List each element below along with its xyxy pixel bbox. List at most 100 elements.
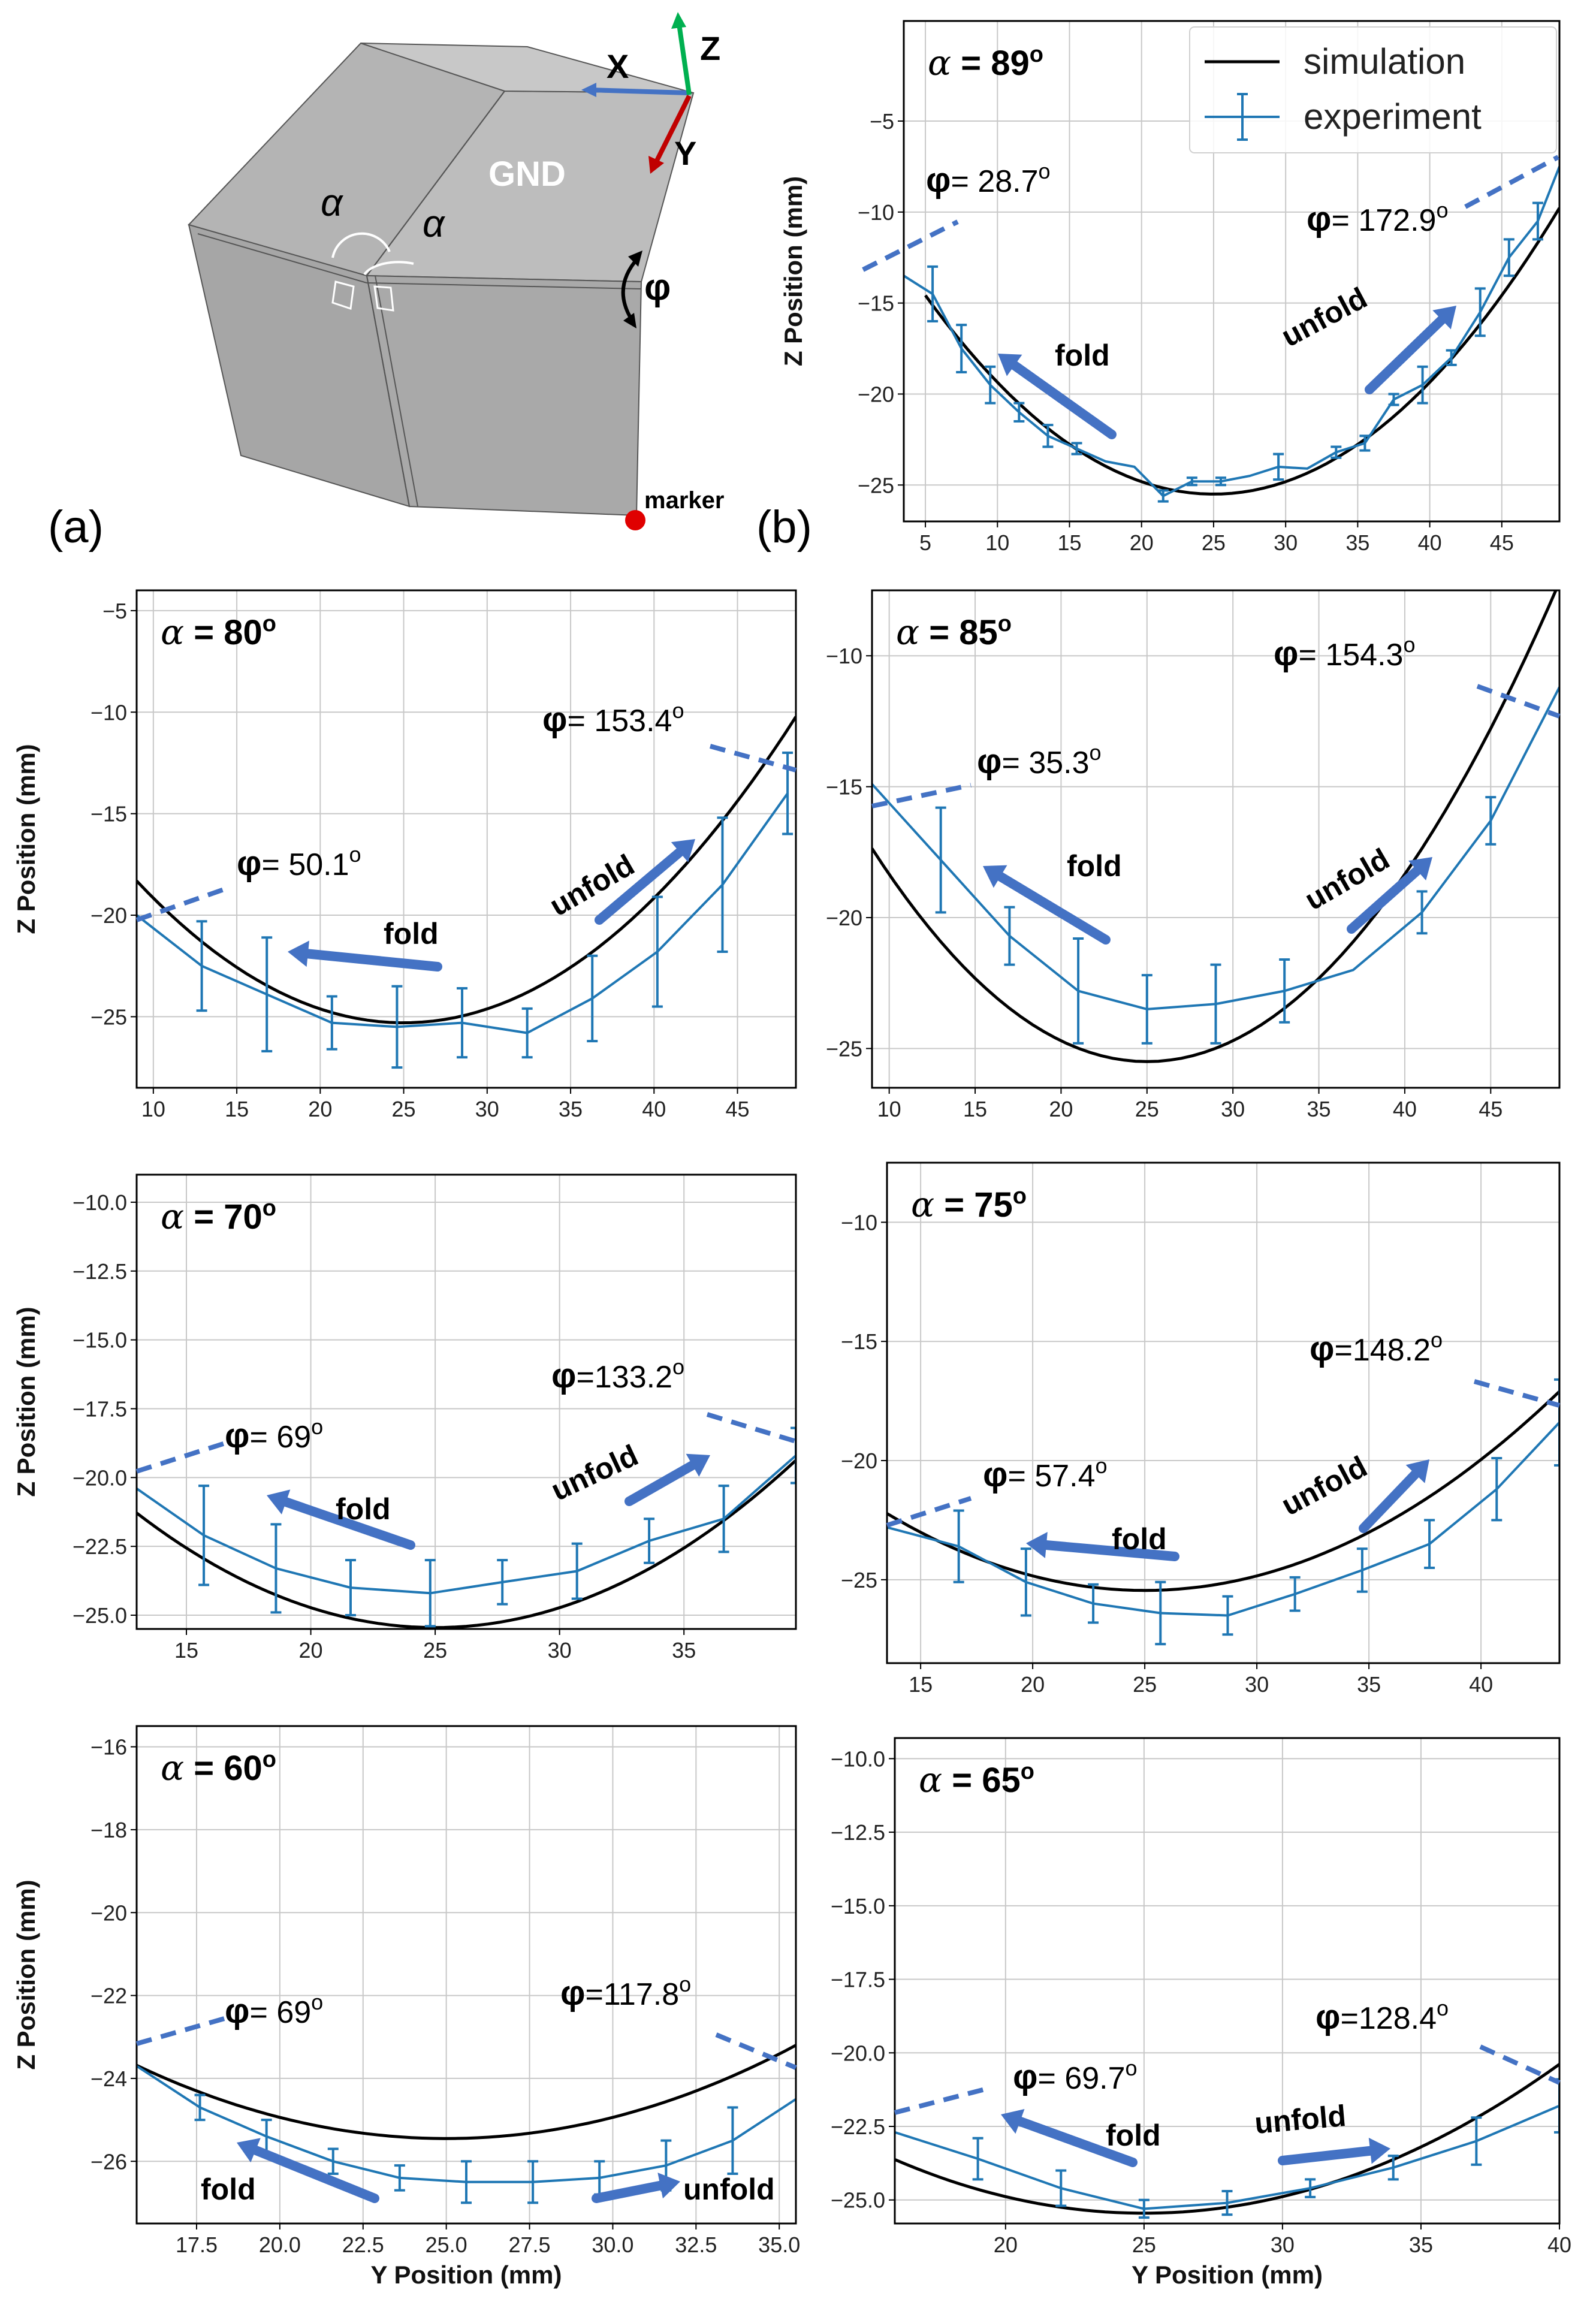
simulation-curve [872,590,1558,1063]
y-tick-label: −25.0 [73,1603,127,1628]
plot-frame [135,1725,797,2225]
fold-arrow-shaft [1009,360,1117,439]
plot-frame [894,1737,1561,2225]
gnd-face [360,43,694,93]
legend-simulation-label: simulation [1304,41,1465,82]
hinge-line-5 [366,282,642,289]
unfold-arrow-head [1432,306,1456,330]
x-tick-label: 35 [1357,1672,1381,1697]
legend-box [1189,26,1557,153]
y-tick-label: −5 [102,599,127,623]
hinge-line-4 [197,233,367,283]
y-tick-label: −15 [841,1329,877,1354]
x-tick-label: 27.5 [509,2232,551,2257]
phi-right-label: φ=128.4o [1316,1996,1449,2037]
x-tick-label: 25 [423,1638,447,1663]
panel-b-label: (b) [756,502,812,553]
right-angle-marker-left [331,280,355,310]
x-tick-label: 25 [1202,530,1226,555]
x-tick-label: 35 [1307,1097,1331,1121]
y-tick-label: −16 [90,1735,127,1760]
fold-label: fold [1055,339,1110,372]
x-tick-label: 20 [1130,530,1154,555]
x-tick-label: 22.5 [342,2232,384,2257]
phi-right-dashed-line [709,744,797,773]
phi-left-label: φ= 57.4o [983,1453,1108,1494]
y-axis-label: Z Position (mm) [779,176,807,366]
experiment-line [887,1422,1559,1617]
x-tick-label: 35 [1409,2232,1433,2257]
phi-right-dashed-line [1479,2044,1561,2085]
x-tick-label: 20 [994,2232,1018,2257]
chart-alpha-89: 5 10 15 20 25 30 35 40 45 −5 −10 −15 −20 −25 α = 89o φ=… [779,20,1561,555]
x-tick-label: 40 [1547,2232,1571,2257]
y-tick-label: −15 [826,775,862,799]
alpha-title: α = 89o [928,42,1043,83]
plot-area [137,716,796,1069]
fold-label: fold [1112,1522,1167,1556]
alpha-title: α = 85o [896,611,1012,653]
fold-arrow-head [288,940,310,967]
x-axis-arrowhead [581,83,596,97]
alpha-title: α = 65o [919,1759,1034,1800]
unfold-arrow-head [671,839,695,862]
phi-right-label: φ=117.8o [560,1972,691,2013]
x-tick-label: 15 [909,1672,933,1697]
unfold-arrow-head [1368,2137,1390,2164]
phi-right-label: φ=133.2o [551,1354,684,1395]
unfold-arrow-shaft [1359,1469,1420,1533]
unfold-arrow-head [657,2173,680,2199]
y-tick-label: −10 [841,1210,877,1235]
simulation-curve [137,1459,796,1629]
x-tick-label: 17.5 [176,2232,218,2257]
fold-label: fold [1106,2119,1161,2152]
fold-arrow-shaft [1015,2116,1138,2167]
x-tick-label: 30 [1274,530,1298,555]
y-tick-label: −17.5 [831,1968,885,1992]
y-tick-label: −24 [90,2066,127,2091]
phi-left-label: φ= 69o [225,1414,323,1455]
phi-left-label: φ= 69o [225,1990,323,2031]
simulation-curve [924,207,1559,496]
x-tick-label: 15 [1057,530,1081,555]
x-tick-label: 40 [1469,1672,1493,1697]
fold-arrow-shaft [303,949,442,972]
phi-left-label: φ= 50.1o [237,842,361,883]
simulation-curve [887,1390,1559,1592]
x-tick-label: 40 [1418,530,1442,555]
x-tick-label: 15 [963,1097,987,1121]
alpha-title: α = 80o [161,611,276,653]
fold-arrow-shaft [995,871,1111,945]
experiment-line [904,166,1559,497]
legend-experiment-label: experiment [1304,96,1482,137]
unfold-arrow-shaft [624,1460,698,1506]
x-tick-label: 30 [1271,2232,1295,2257]
phi-right-label: φ= 153.4o [542,698,684,739]
axis-y-label: Y [674,134,696,172]
fold-arrow-shaft [281,1497,415,1550]
simulation-curve [137,716,796,1025]
fold-arrow-shaft [251,2145,379,2203]
fold-arrow-head [998,354,1022,376]
plot-area [904,166,1559,503]
phi-left-dashed-line [871,783,972,808]
phi-left-label: φ= 28.7o [926,159,1051,200]
fold-label: fold [1067,849,1122,883]
alpha-title: α = 75o [911,1184,1027,1225]
y-tick-label: −20 [858,382,894,406]
x-tick-label: 10 [985,530,1009,555]
phi-label: φ [644,267,671,308]
alpha-title: α = 70o [161,1196,276,1237]
plot-frame [871,589,1561,1089]
y-axis-label: Z Position (mm) [12,744,40,934]
y-tick-label: −25 [826,1036,862,1061]
unfold-arrow-shaft [595,847,685,925]
x-tick-label: 45 [726,1097,750,1121]
phi-left-dashed-line [886,1496,972,1528]
y-axis-label: Z Position (mm) [12,1307,40,1497]
unfold-arrow-shaft [1347,865,1422,934]
axis-z-label: Z [700,29,720,67]
marker-dot [625,510,645,530]
y-tick-label: −25.0 [831,2188,885,2213]
fold-arrow-head [1026,1532,1048,1558]
